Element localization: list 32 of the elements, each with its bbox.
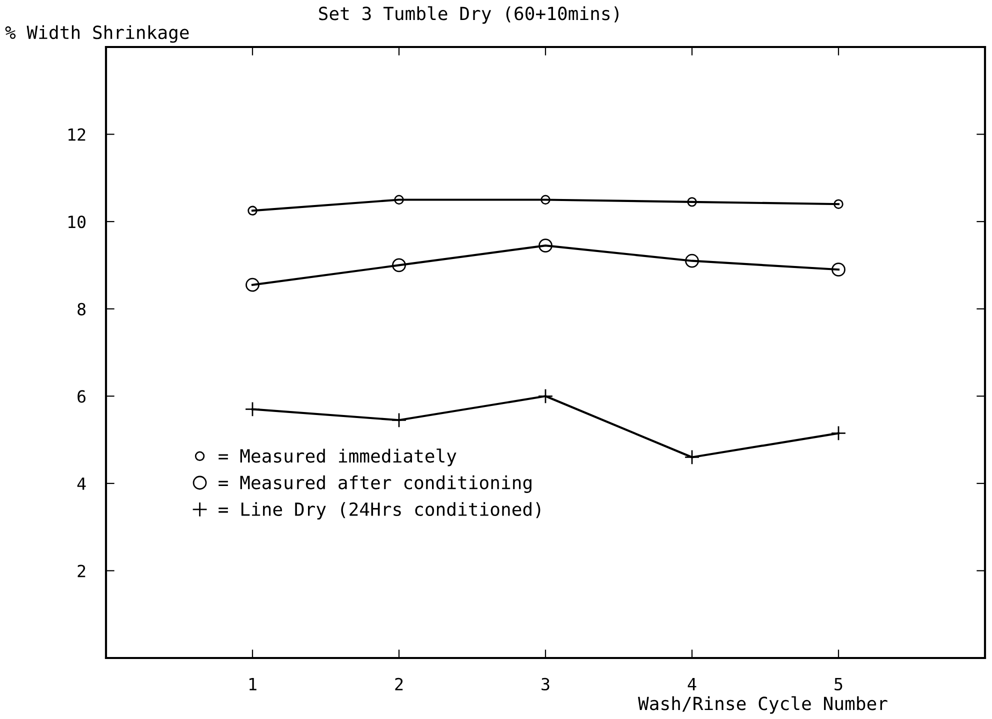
point	[392, 258, 406, 272]
point	[540, 194, 550, 205]
x-tick-label: 3	[542, 678, 550, 690]
point	[246, 278, 260, 292]
y-tick-label: 6	[78, 390, 86, 403]
x-tick-label: 2	[395, 678, 403, 690]
x-tick-label: 5	[834, 678, 842, 690]
point	[248, 206, 258, 216]
point	[394, 194, 404, 205]
legend-label: = Line Dry (24Hrs conditioned)	[218, 502, 540, 520]
y-axis-title: % Width Shrinkage	[5, 25, 189, 43]
point	[832, 262, 846, 277]
y-tick-label: 10	[68, 216, 86, 228]
point	[684, 450, 700, 465]
point	[685, 254, 699, 268]
point	[834, 199, 844, 209]
point	[687, 197, 697, 207]
y-tick-label: 2	[78, 564, 86, 578]
x-axis-title: Wash/Rinse Cycle Number	[638, 696, 888, 714]
x-tick-label: 1	[249, 678, 256, 690]
point	[830, 426, 846, 441]
x-tick-label: 4	[688, 678, 696, 690]
point	[391, 412, 407, 428]
point	[538, 238, 552, 253]
point	[538, 388, 554, 404]
y-tick-label: 12	[68, 128, 86, 141]
legend-label: = Measured immediately	[218, 448, 456, 466]
point	[244, 402, 260, 417]
y-tick-label: 8	[78, 302, 86, 316]
chart-title: Set 3 Tumble Dry (60+10mins)	[319, 6, 618, 24]
legend-label: = Measured after conditioning	[218, 475, 532, 493]
y-tick-label: 4	[77, 478, 86, 490]
